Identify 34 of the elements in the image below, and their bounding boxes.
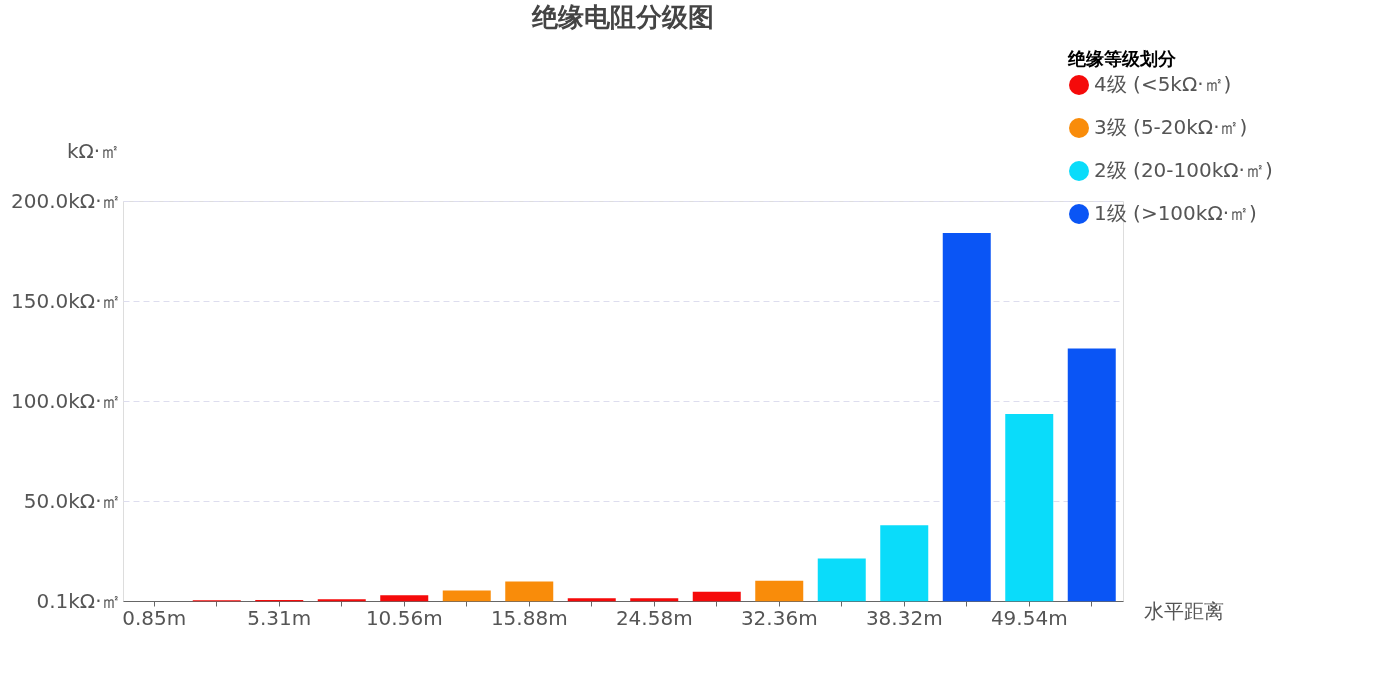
legend-label: 3级 (5-20kΩ·㎡) [1094, 115, 1248, 139]
x-tick-label: 15.88m [490, 605, 568, 630]
bar [1067, 348, 1116, 602]
y-tick-label: 0.1kΩ·㎡ [36, 588, 122, 613]
x-tick-label: 10.56m [365, 605, 443, 630]
y-tick-label: 200.0kΩ·㎡ [11, 188, 122, 213]
legend-label: 1级 (>100kΩ·㎡) [1094, 201, 1257, 225]
bar [817, 558, 866, 602]
x-axis-title: 水平距离 [1143, 598, 1224, 623]
x-tick-label: 24.58m [615, 605, 693, 630]
x-tick-label: 38.32m [865, 605, 943, 630]
y-tick-label: 100.0kΩ·㎡ [11, 388, 122, 413]
bar [317, 599, 366, 602]
y-tick-label: 50.0kΩ·㎡ [23, 488, 122, 513]
x-tick-label: 32.36m [740, 605, 818, 630]
x-tick-label: 49.54m [990, 605, 1068, 630]
bar [1005, 413, 1054, 602]
bar [942, 233, 991, 602]
chart-title: 绝缘电阻分级图 [531, 2, 714, 32]
x-tick-label: 0.85m [122, 605, 187, 630]
y-tick-label: 150.0kΩ·㎡ [11, 288, 122, 313]
legend-label: 2级 (20-100kΩ·㎡) [1094, 158, 1273, 182]
legend-label: 4级 (<5kΩ·㎡) [1094, 72, 1232, 96]
bar [380, 595, 429, 602]
y-axis-title: kΩ·㎡ [66, 138, 121, 163]
bar [505, 581, 554, 602]
bar [755, 580, 804, 602]
bar [880, 525, 929, 602]
legend-title: 绝缘等级划分 [1067, 48, 1177, 69]
bar [442, 590, 491, 602]
bar [692, 591, 741, 602]
bar [567, 598, 616, 602]
x-tick-label: 5.31m [247, 605, 312, 630]
bar [630, 598, 679, 602]
